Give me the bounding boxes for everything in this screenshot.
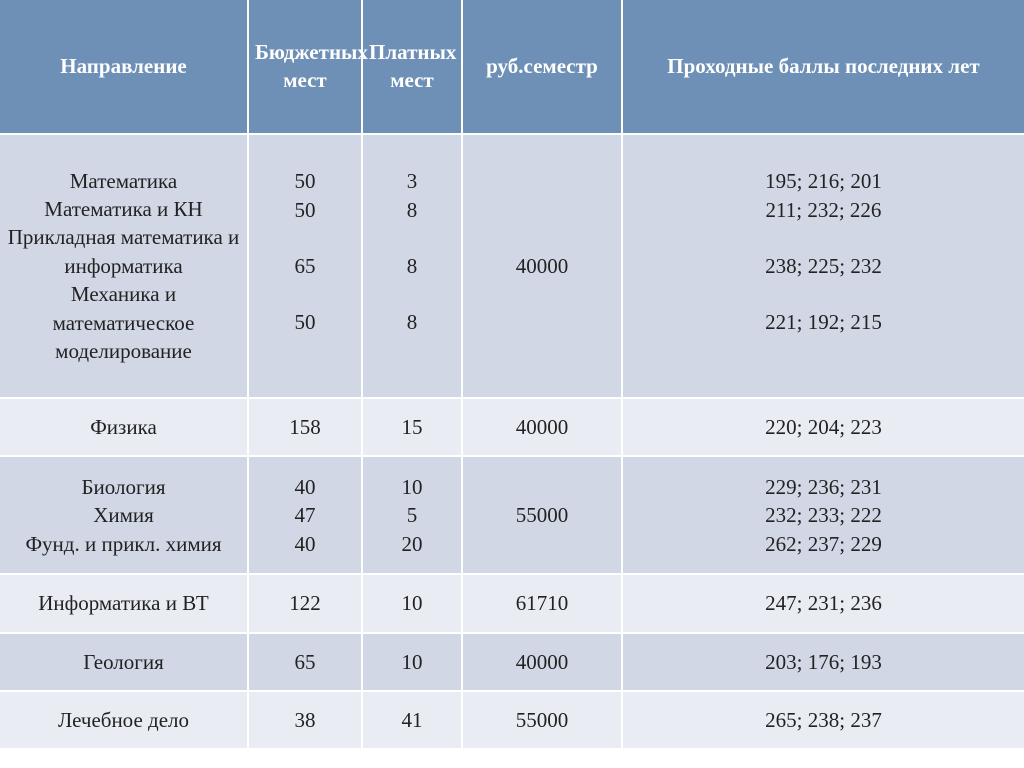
cell-cost: 55000 <box>462 456 622 574</box>
cell-scores: 195; 216; 201 211; 232; 226 238; 225; 23… <box>622 134 1024 398</box>
cell-cost: 55000 <box>462 691 622 748</box>
table-row: Физика 158 15 40000 220; 204; 223 <box>0 398 1024 456</box>
cell-direction: Физика <box>0 398 248 456</box>
direction-label: Химия <box>0 501 247 529</box>
direction-label: Математика <box>0 167 247 195</box>
direction-label: Биология <box>0 473 247 501</box>
cell-direction: Лечебное дело <box>0 691 248 748</box>
table-row: Математика Математика и КН Прикладная ма… <box>0 134 1024 398</box>
budget-value: 50 <box>249 196 361 224</box>
col-paid: Платных мест <box>362 0 462 134</box>
cost-value: 55000 <box>463 501 621 529</box>
col-budget: Бюджетных мест <box>248 0 362 134</box>
cell-direction: Информатика и ВТ <box>0 574 248 632</box>
paid-value: 8 <box>363 196 461 224</box>
paid-value: 20 <box>363 530 461 558</box>
paid-value: 5 <box>363 501 461 529</box>
direction-label: Математика и КН <box>0 195 247 223</box>
scores-value: 262; 237; 229 <box>623 530 1024 558</box>
direction-label: Механика и математическое моделирование <box>0 280 247 365</box>
direction-label: Прикладная математика и информатика <box>0 223 247 280</box>
cell-scores: 229; 236; 231 232; 233; 222 262; 237; 22… <box>622 456 1024 574</box>
cell-cost: 40000 <box>462 134 622 398</box>
cell-budget: 158 <box>248 398 362 456</box>
cell-direction: Биология Химия Фунд. и прикл. химия <box>0 456 248 574</box>
cell-cost: 40000 <box>462 398 622 456</box>
header-row: Направление Бюджетных мест Платных мест … <box>0 0 1024 134</box>
paid-value: 10 <box>363 473 461 501</box>
cell-budget: 38 <box>248 691 362 748</box>
cell-scores: 220; 204; 223 <box>622 398 1024 456</box>
cell-cost: 40000 <box>462 633 622 691</box>
cell-budget: 40 47 40 <box>248 456 362 574</box>
scores-value: 229; 236; 231 <box>623 473 1024 501</box>
paid-value: 3 <box>363 167 461 195</box>
cell-paid: 15 <box>362 398 462 456</box>
cell-direction: Геология <box>0 633 248 691</box>
cell-paid: 10 <box>362 633 462 691</box>
cell-scores: 247; 231; 236 <box>622 574 1024 632</box>
cell-budget: 65 <box>248 633 362 691</box>
col-cost: руб.семестр <box>462 0 622 134</box>
direction-label: Фунд. и прикл. химия <box>0 530 247 558</box>
cell-budget: 50 50 65 50 <box>248 134 362 398</box>
cell-paid: 10 5 20 <box>362 456 462 574</box>
cell-paid: 10 <box>362 574 462 632</box>
scores-value: 221; 192; 215 <box>623 308 1024 336</box>
col-scores: Проходные баллы последних лет <box>622 0 1024 134</box>
table-row: Биология Химия Фунд. и прикл. химия 40 4… <box>0 456 1024 574</box>
cell-paid: 41 <box>362 691 462 748</box>
scores-value: 232; 233; 222 <box>623 501 1024 529</box>
cell-scores: 203; 176; 193 <box>622 633 1024 691</box>
cell-budget: 122 <box>248 574 362 632</box>
table-row: Геология 65 10 40000 203; 176; 193 <box>0 633 1024 691</box>
paid-value: 8 <box>363 252 461 280</box>
scores-value: 195; 216; 201 <box>623 167 1024 195</box>
table-row: Информатика и ВТ 122 10 61710 247; 231; … <box>0 574 1024 632</box>
budget-value: 65 <box>249 252 361 280</box>
scores-value: 211; 232; 226 <box>623 196 1024 224</box>
budget-value: 40 <box>249 473 361 501</box>
col-direction: Направление <box>0 0 248 134</box>
cell-direction: Математика Математика и КН Прикладная ма… <box>0 134 248 398</box>
budget-value: 50 <box>249 167 361 195</box>
paid-value: 8 <box>363 308 461 336</box>
table-row: Лечебное дело 38 41 55000 265; 238; 237 <box>0 691 1024 748</box>
scores-value: 238; 225; 232 <box>623 252 1024 280</box>
cost-value: 40000 <box>463 252 621 280</box>
budget-value: 50 <box>249 308 361 336</box>
cell-cost: 61710 <box>462 574 622 632</box>
budget-value: 47 <box>249 501 361 529</box>
admission-table: Направление Бюджетных мест Платных мест … <box>0 0 1024 748</box>
cell-scores: 265; 238; 237 <box>622 691 1024 748</box>
budget-value: 40 <box>249 530 361 558</box>
cell-paid: 3 8 8 8 <box>362 134 462 398</box>
